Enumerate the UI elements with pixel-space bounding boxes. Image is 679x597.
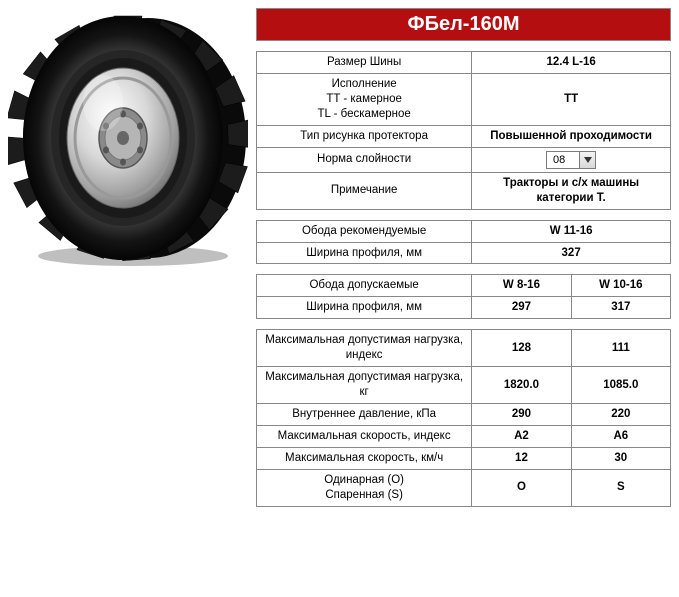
spec-value: 220 (571, 404, 670, 426)
ply-rating-dropdown[interactable]: 08 (546, 151, 596, 169)
spec-label: Тип рисунка протектора (257, 125, 472, 147)
spec-value: 1820.0 (472, 367, 571, 404)
spec-value: A6 (571, 426, 670, 448)
spec-value: A2 (472, 426, 571, 448)
spec-value: 317 (571, 297, 670, 319)
spec-label: Максимальная скорость, индекс (257, 426, 472, 448)
spec-label: Максимальная допустимая нагрузка, кг (257, 367, 472, 404)
chevron-down-icon (579, 152, 595, 168)
spec-value: Повышенной проходимости (472, 125, 671, 147)
spec-label: Обода допускаемые (257, 275, 472, 297)
spec-label: Максимальная допустимая нагрузка, индекс (257, 330, 472, 367)
spec-value: 327 (472, 242, 671, 264)
spec-value: 128 (472, 330, 571, 367)
spec-value: S (571, 469, 670, 506)
product-image (8, 8, 248, 507)
spec-value: 08 (472, 147, 671, 172)
spec-value: 30 (571, 447, 670, 469)
spec-label: Максимальная скорость, км/ч (257, 447, 472, 469)
spec-label: Внутреннее давление, кПа (257, 404, 472, 426)
spec-label: Размер Шины (257, 52, 472, 74)
spec-value: O (472, 469, 571, 506)
product-title: ФБел-160М (256, 8, 671, 41)
spec-value: Тракторы и с/х машины категории T. (472, 172, 671, 209)
spec-label: Одинарная (О)Спаренная (S) (257, 469, 472, 506)
dropdown-value: 08 (547, 153, 579, 167)
spec-label: Ширина профиля, мм (257, 297, 472, 319)
specs-table-1: Размер Шины12.4 L-16ИсполнениеTT - камер… (256, 51, 671, 210)
spec-value: W 11-16 (472, 220, 671, 242)
spec-label: ИсполнениеTT - камерноеTL - бескамерное (257, 73, 472, 125)
spec-value: W 10-16 (571, 275, 670, 297)
spec-label: Норма слойности (257, 147, 472, 172)
spec-value: 297 (472, 297, 571, 319)
spec-value: 12 (472, 447, 571, 469)
specs-table-2: Обода рекомендуемыеW 11-16Ширина профиля… (256, 220, 671, 265)
spec-label: Обода рекомендуемые (257, 220, 472, 242)
spec-value: W 8-16 (472, 275, 571, 297)
spec-label: Ширина профиля, мм (257, 242, 472, 264)
spec-value: TT (472, 73, 671, 125)
specs-table-3: Обода допускаемыеW 8-16W 10-16 Ширина про… (256, 274, 671, 319)
specs-table-4: Максимальная допустимая нагрузка, индекс… (256, 329, 671, 506)
spec-value: 12.4 L-16 (472, 52, 671, 74)
spec-value: 111 (571, 330, 670, 367)
spec-value: 1085.0 (571, 367, 670, 404)
spec-value: 290 (472, 404, 571, 426)
tire-illustration (8, 8, 248, 268)
spec-label: Примечание (257, 172, 472, 209)
